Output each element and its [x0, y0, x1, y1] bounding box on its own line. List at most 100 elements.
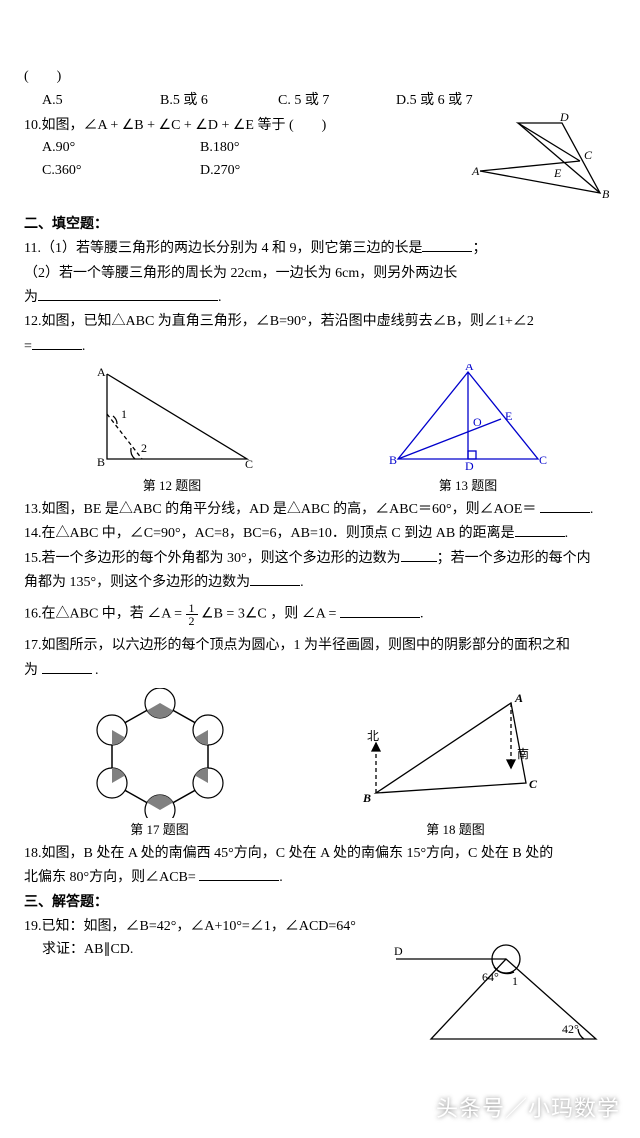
q15: 15.若一个多边形的每个外角都为 30°，则这个多边形的边数为 ；若一个多边形的每…	[24, 548, 616, 570]
q16b: ∠B = 3∠C ，则 ∠A =	[201, 607, 336, 622]
q14: 14.在△ABC 中，∠C=90°，AC=8，BC=6，AB=10．则顶点 C …	[24, 523, 616, 545]
watermark: 头条号／小玛数学	[436, 1091, 620, 1126]
lbl-C: C	[584, 148, 593, 162]
q16: 16.在△ABC 中，若 ∠A = 12 ∠B = 3∠C ，则 ∠A = .	[24, 602, 616, 627]
fig17: 第 17 题图	[80, 688, 240, 841]
f12B: B	[97, 455, 105, 469]
q15b: ；若一个多边形的每个内	[437, 551, 591, 566]
f18N: 北	[367, 729, 379, 743]
q11-1b: ；	[472, 241, 486, 256]
q10-row: 10.如图，∠A + ∠B + ∠C + ∠D + ∠E 等于 ( ) A.90…	[24, 113, 616, 208]
blank	[199, 867, 279, 881]
q10-opt-c: C.360°	[42, 160, 192, 182]
blank	[401, 548, 437, 562]
q15d: .	[300, 575, 304, 590]
f19a42: 42°	[562, 1022, 579, 1036]
q11-2b: 为.	[24, 287, 616, 309]
q18: 18.如图，B 处在 A 处的南偏西 45°方向，C 处在 A 处的南偏东 15…	[24, 843, 616, 865]
q10-svg: A B C D E	[470, 113, 610, 208]
q14t: 14.在△ABC 中，∠C=90°，AC=8，BC=6，AB=10．则顶点 C …	[24, 526, 515, 541]
q18b: 北偏东 80°方向，则∠ACB= .	[24, 867, 616, 889]
blank	[250, 572, 300, 586]
fig13-svg: A B C D E O	[383, 364, 553, 474]
fig18-label: 第 18 题图	[426, 820, 485, 841]
blank	[340, 604, 420, 618]
f12n1: 1	[121, 407, 127, 421]
q12-eq: =	[24, 339, 32, 354]
q18a: 18.如图，B 处在 A 处的南偏西 45°方向，C 处在 A 处的南偏东 15…	[24, 846, 553, 861]
q19-row: 求证：AB∥CD. D 64° 1 42°	[24, 939, 616, 1059]
q9-opt-c: C. 5 或 7	[278, 90, 388, 112]
q11-2a: （2）若一个等腰三角形的周长为 22cm，一边长为 6cm，则另外两边长	[24, 266, 457, 281]
q15c: 角都为 135°，则这个多边形的边数为	[24, 575, 250, 590]
q17bt: 为	[24, 663, 38, 678]
f13E: E	[505, 409, 512, 423]
q19a: 19.已知：如图，∠B=42°，∠A+10°=∠1，∠ACD=64°	[24, 916, 616, 938]
fig19: D 64° 1 42°	[386, 939, 616, 1059]
q16c: .	[420, 607, 424, 622]
blank	[38, 287, 218, 301]
q13e: .	[590, 502, 594, 517]
q17a: 17.如图所示，以六边形的每个顶点为圆心，1 为半径画圆，则图中的阴影部分的面积…	[24, 638, 570, 653]
q17b: 为 .	[24, 660, 616, 682]
q10-opt-d: D.270°	[200, 160, 240, 182]
q9-opt-a: A.5	[42, 90, 152, 112]
f12A: A	[97, 365, 106, 379]
f19D: D	[394, 944, 403, 958]
f18C: C	[529, 777, 538, 791]
q-prev-paren: ( )	[24, 66, 616, 88]
f13A: A	[465, 364, 474, 373]
fig13: A B C D E O 第 13 题图	[383, 364, 553, 497]
fig12: A B C 1 2 第 12 题图	[87, 364, 257, 497]
blank	[540, 499, 590, 513]
q10-opt-b: B.180°	[200, 137, 239, 159]
q11-2: （2）若一个等腰三角形的周长为 22cm，一边长为 6cm，则另外两边长	[24, 263, 616, 285]
section-2-title: 二、填空题：	[24, 214, 616, 236]
q19b: 求证：AB∥CD.	[42, 939, 386, 961]
q11-2c: .	[218, 290, 222, 305]
f13O: O	[473, 415, 482, 429]
fig17-label: 第 17 题图	[130, 820, 189, 841]
fig18-svg: A B C 北 南	[351, 688, 561, 818]
fig12-label: 第 12 题图	[143, 476, 202, 497]
blank	[515, 523, 565, 537]
q12-dot: .	[82, 339, 86, 354]
q10-opt-a: A.90°	[42, 137, 192, 159]
blank	[32, 336, 82, 350]
q9-opt-b: B.5 或 6	[160, 90, 270, 112]
q17c: .	[95, 663, 99, 678]
fig-row-12-13: A B C 1 2 第 12 题图 A B C D E O	[24, 364, 616, 497]
lbl-E: E	[553, 166, 562, 180]
f18S: 南	[517, 746, 529, 761]
f12n2: 2	[141, 441, 147, 455]
lbl-B: B	[602, 187, 610, 201]
blank	[42, 660, 92, 674]
q12-b: =.	[24, 336, 616, 358]
q10-stem: 10.如图，∠A + ∠B + ∠C + ∠D + ∠E 等于 ( )	[24, 115, 470, 137]
f13C: C	[539, 453, 547, 467]
blank	[422, 238, 472, 252]
q10-figure: A B C D E	[470, 113, 610, 208]
f19n1: 1	[512, 974, 518, 988]
lbl-A: A	[471, 164, 480, 178]
q11-1a: 11.（1）若等腰三角形的两边长分别为 4 和 9，则它第三边的长是	[24, 241, 422, 256]
q18c: .	[279, 870, 283, 885]
q15a: 15.若一个多边形的每个外角都为 30°，则这个多边形的边数为	[24, 551, 401, 566]
lbl-D: D	[559, 113, 569, 124]
q17: 17.如图所示，以六边形的每个顶点为圆心，1 为半径画圆，则图中的阴影部分的面积…	[24, 635, 616, 657]
fig17-svg	[80, 688, 240, 818]
f12C: C	[245, 457, 253, 471]
q9-opt-d: D.5 或 6 或 7	[396, 90, 506, 112]
fig18: A B C 北 南 第 18 题图	[351, 688, 561, 841]
fig13-label: 第 13 题图	[439, 476, 498, 497]
fig12-svg: A B C 1 2	[87, 364, 257, 474]
f13B: B	[389, 453, 397, 467]
f18B: B	[362, 791, 371, 805]
q14e: .	[565, 526, 569, 541]
f13D: D	[465, 459, 474, 473]
q16a: 16.在△ABC 中，若 ∠A =	[24, 607, 182, 622]
q15-2: 角都为 135°，则这个多边形的边数为.	[24, 572, 616, 594]
q11-1: 11.（1）若等腰三角形的两边长分别为 4 和 9，则它第三边的长是 ；	[24, 238, 616, 260]
q11-2bt: 为	[24, 290, 38, 305]
q9-options: A.5 B.5 或 6 C. 5 或 7 D.5 或 6 或 7	[42, 90, 616, 112]
